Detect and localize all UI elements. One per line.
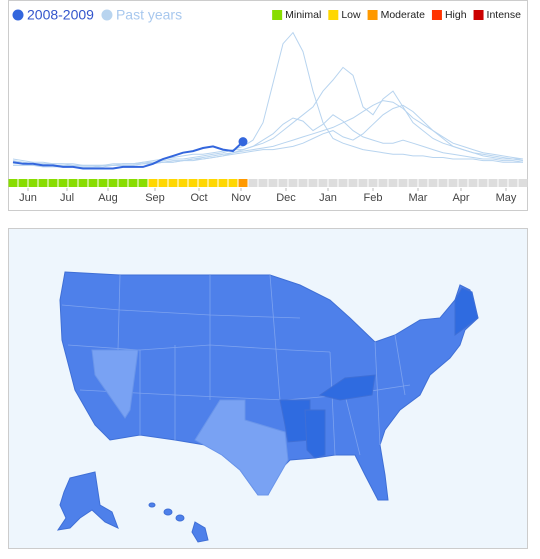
week-level <box>388 179 398 187</box>
contiguous-us <box>59 271 479 501</box>
week-level <box>498 179 508 187</box>
week-level <box>328 179 338 187</box>
level-swatch <box>431 10 442 20</box>
week-level <box>128 179 138 187</box>
week-level <box>468 179 478 187</box>
week-level <box>48 179 58 187</box>
dark-state <box>454 287 479 336</box>
week-level <box>98 179 108 187</box>
x-tick-label: Oct <box>190 192 207 204</box>
week-level <box>38 179 48 187</box>
week-level <box>198 179 208 187</box>
week-level <box>318 179 328 187</box>
level-label: Minimal <box>285 9 321 21</box>
week-level <box>218 179 228 187</box>
legend-label: 2008-2009 <box>27 7 94 23</box>
x-tick-label: Dec <box>276 192 296 204</box>
week-level <box>108 179 118 187</box>
week-level <box>418 179 428 187</box>
level-label: Low <box>341 9 361 21</box>
level-swatch <box>272 10 283 20</box>
level-label: High <box>445 9 467 21</box>
week-level <box>288 179 298 187</box>
x-tick-label: Jan <box>319 192 337 204</box>
level-swatch <box>367 10 378 20</box>
current-point <box>238 137 248 147</box>
week-level <box>368 179 378 187</box>
week-level <box>18 179 28 187</box>
week-level <box>168 179 178 187</box>
level-swatch <box>473 10 484 20</box>
week-level <box>338 179 348 187</box>
week-level <box>408 179 418 187</box>
week-level <box>208 179 218 187</box>
dark-state <box>279 399 311 443</box>
x-tick-label: Jun <box>19 192 37 204</box>
legend-label: Past years <box>116 7 182 23</box>
series-line <box>12 140 244 170</box>
series-line <box>13 104 524 166</box>
map-panel <box>8 228 528 549</box>
x-tick-label: Sep <box>145 192 165 204</box>
week-level <box>448 179 458 187</box>
week-level <box>118 179 128 187</box>
series-line <box>13 100 524 168</box>
week-level <box>298 179 308 187</box>
week-level <box>518 179 528 187</box>
hawaii <box>148 502 209 543</box>
week-level <box>398 179 408 187</box>
week-level <box>248 179 258 187</box>
week-level <box>508 179 518 187</box>
x-tick-label: May <box>496 192 517 204</box>
level-label: Intense <box>487 9 522 21</box>
week-level <box>458 179 468 187</box>
legend: 2008-2009 Past years Intense High Moderate Lo… <box>12 7 522 23</box>
x-tick-label: Apr <box>452 192 469 204</box>
week-level <box>268 179 278 187</box>
week-level <box>478 179 488 187</box>
alaska <box>56 471 119 531</box>
week-level <box>158 179 168 187</box>
week-level <box>228 179 238 187</box>
plot: Jun Jul Aug Sep Oct Nov Dec Jan Feb Mar Apr May <box>8 31 528 204</box>
week-level <box>358 179 368 187</box>
x-tick-label: Nov <box>231 192 251 204</box>
week-level <box>348 179 358 187</box>
week-level <box>278 179 288 187</box>
week-level <box>68 179 78 187</box>
chart-panel <box>8 0 528 211</box>
week-level <box>488 179 498 187</box>
week-level <box>428 179 438 187</box>
dark-state <box>318 374 376 401</box>
week-level <box>28 179 38 187</box>
week-level <box>378 179 388 187</box>
week-level <box>308 179 318 187</box>
week-level <box>238 179 248 187</box>
week-level <box>58 179 68 187</box>
week-level <box>138 179 148 187</box>
week-level <box>8 179 18 187</box>
week-level <box>178 179 188 187</box>
week-level <box>438 179 448 187</box>
legend-dot <box>12 9 24 21</box>
level-swatch <box>328 10 339 20</box>
x-tick-label: Feb <box>364 192 383 204</box>
week-level <box>258 179 268 187</box>
week-level <box>188 179 198 187</box>
legend-dot <box>101 9 113 21</box>
week-level <box>88 179 98 187</box>
dark-state <box>304 409 326 459</box>
x-tick-label: Mar <box>409 192 428 204</box>
x-tick-label: Jul <box>60 192 74 204</box>
week-level <box>148 179 158 187</box>
week-level <box>78 179 88 187</box>
series-line <box>13 114 524 168</box>
x-tick-label: Aug <box>98 192 118 204</box>
light-state <box>194 399 289 496</box>
light-state <box>91 349 139 419</box>
level-label: Moderate <box>381 9 426 21</box>
